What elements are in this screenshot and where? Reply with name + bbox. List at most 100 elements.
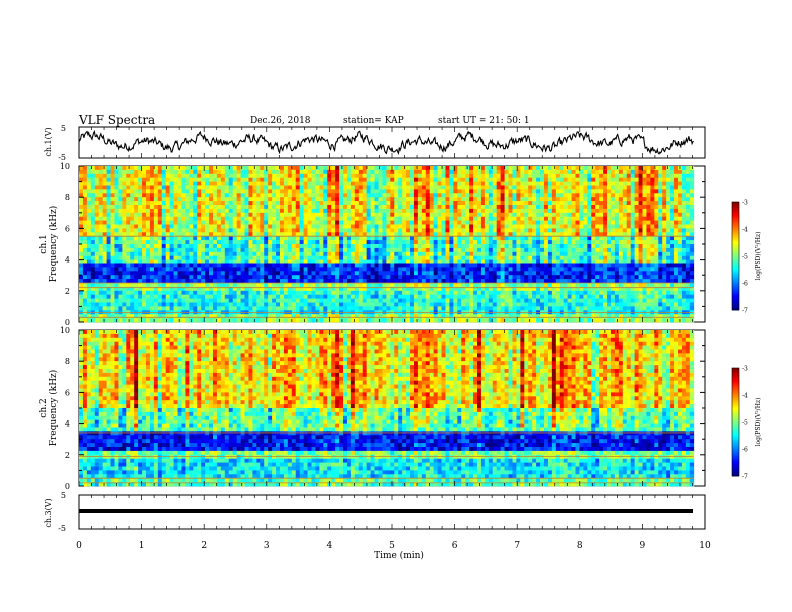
spectrogram-cell xyxy=(480,166,486,171)
spectrogram-cell xyxy=(315,208,320,214)
spectrogram-cell xyxy=(362,267,368,272)
spectrogram-cell xyxy=(666,275,671,280)
spectrogram-cell xyxy=(579,275,584,280)
spectrogram-cell xyxy=(480,201,486,206)
spectrogram-cell xyxy=(181,205,186,210)
spectrogram-cell xyxy=(587,208,592,214)
spectrogram-cell xyxy=(153,255,159,260)
spectrogram-cell xyxy=(177,247,182,253)
spectrogram-cell xyxy=(110,220,115,225)
spectrogram-cell xyxy=(555,197,561,202)
spectrogram-cell xyxy=(173,169,178,175)
spectrogram-cell xyxy=(79,236,84,241)
spectrogram-cell xyxy=(169,267,174,272)
spectrogram-cell xyxy=(94,271,100,276)
spectrogram-cell xyxy=(193,177,198,182)
spectrogram-cell xyxy=(524,263,529,268)
spectrogram-cell xyxy=(587,259,592,264)
spectrogram-cell xyxy=(658,255,663,260)
spectrogram-cell xyxy=(402,275,407,280)
spectrogram-cell xyxy=(583,244,588,249)
spectrogram-cell xyxy=(516,232,521,237)
spectrogram-cell xyxy=(650,271,655,276)
spectrogram-cell xyxy=(445,275,450,280)
spectrogram-cell xyxy=(599,232,604,237)
spectrogram-cell xyxy=(122,259,127,264)
spectrogram-cell xyxy=(354,263,360,268)
spectrogram-cell xyxy=(630,220,636,225)
spectrogram-cell xyxy=(256,169,261,175)
spectrogram-cell xyxy=(110,286,115,292)
spectrogram-cell xyxy=(516,275,521,280)
spectrogram-cell xyxy=(390,201,395,206)
spectrogram-cell xyxy=(528,173,533,179)
spectrogram-cell xyxy=(185,283,190,288)
spectrogram-cell xyxy=(413,251,419,257)
spectrogram-cell xyxy=(224,181,230,186)
spectrogram-cell xyxy=(555,259,561,264)
spectrogram-cell xyxy=(114,271,119,276)
spectrogram-cell xyxy=(216,208,222,214)
spectrogram-cell xyxy=(528,251,533,257)
spectrogram-cell xyxy=(496,255,502,260)
spectrogram-cell xyxy=(654,166,659,171)
spectrogram-cell xyxy=(240,169,245,175)
spectrogram-cell xyxy=(311,259,316,264)
spectrogram-cell xyxy=(244,236,249,241)
spectrogram-cell xyxy=(488,177,494,182)
spectrogram-cell xyxy=(457,247,462,253)
spectrogram-cell xyxy=(114,263,119,268)
spectrogram-cell xyxy=(205,169,210,175)
spectrogram-cell xyxy=(441,259,446,264)
spectrogram-cell xyxy=(681,220,687,225)
spectrogram-cell xyxy=(378,208,383,214)
spectrogram-cell xyxy=(386,228,391,233)
spectrogram-cell xyxy=(445,251,450,257)
spectrogram-cell xyxy=(173,220,178,225)
spectrogram-cell xyxy=(366,244,371,249)
spectrogram-cell xyxy=(563,177,569,182)
spectrogram-cell xyxy=(228,177,234,182)
spectrogram-cell xyxy=(343,177,348,182)
spectrogram-cell xyxy=(94,201,100,206)
spectrogram-cell xyxy=(469,212,474,218)
spectrogram-cell xyxy=(512,259,517,264)
spectrogram-cell xyxy=(413,181,419,186)
spectrogram-cell xyxy=(681,212,687,218)
spectrogram-cell xyxy=(374,263,379,268)
spectrogram-cell xyxy=(205,216,210,221)
spectrogram-cell xyxy=(303,259,308,264)
spectrogram-cell xyxy=(98,177,104,182)
spectrogram-cell xyxy=(417,236,423,241)
spectrogram-cell xyxy=(374,220,379,225)
spectrogram-cell xyxy=(654,283,659,288)
spectrogram-cell xyxy=(374,232,379,237)
spectrogram-cell xyxy=(547,259,553,264)
spectrogram-cell xyxy=(248,169,253,175)
spectrogram-cell xyxy=(681,275,687,280)
spectrogram-cell xyxy=(610,251,616,257)
spectrogram-cell xyxy=(465,173,470,179)
spectrogram-cell xyxy=(386,255,391,260)
spectrogram-cell xyxy=(528,283,533,288)
spectrogram-cell xyxy=(520,212,525,218)
spectrogram-cell xyxy=(453,169,458,175)
spectrogram-cell xyxy=(279,181,285,186)
spectrogram-cell xyxy=(417,177,423,182)
spectrogram-cell xyxy=(283,255,289,260)
spectrogram-cell xyxy=(185,173,190,179)
spectrogram-cell xyxy=(445,177,450,182)
spectrogram-cell xyxy=(374,193,379,198)
spectrogram-cell xyxy=(516,177,521,182)
spectrogram-cell xyxy=(547,263,553,268)
spectrogram-cell xyxy=(220,177,226,182)
spectrogram-cell xyxy=(583,251,588,257)
spectrogram-cell xyxy=(323,263,328,268)
spectrogram-cell xyxy=(323,247,328,253)
spectrogram-cell xyxy=(394,267,399,272)
spectrogram-cell xyxy=(421,197,427,202)
spectrogram-cell xyxy=(599,173,604,179)
spectrogram-cell xyxy=(417,244,423,249)
spectrogram-cell xyxy=(492,286,498,292)
spectrogram-cell xyxy=(295,212,301,218)
